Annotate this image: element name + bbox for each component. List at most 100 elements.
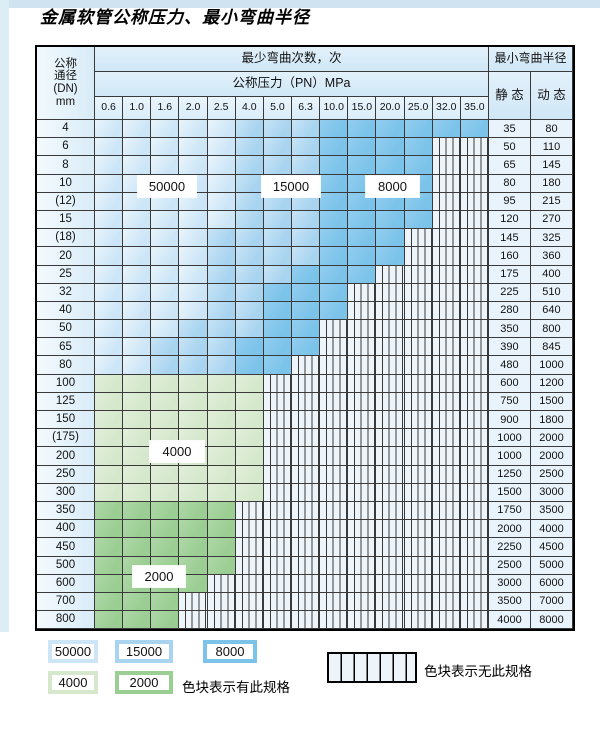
no-spec-cell [460,501,489,521]
pressure-tick: 2.0 [179,97,208,120]
band-cell [179,501,208,521]
band-cell [291,192,321,211]
no-spec-cell [348,338,377,357]
static-radius-cell: 390 [488,338,531,357]
no-spec-cell [404,374,433,393]
band-cell [207,356,236,375]
no-spec-cell [460,265,489,284]
no-spec-cell [320,320,349,339]
no-spec-cell [460,447,489,466]
no-spec-cell [348,465,377,484]
no-spec-cell [235,501,264,521]
band-cell [151,156,180,175]
band-cell [348,229,377,248]
dynamic-radius-cell: 6000 [530,574,573,593]
band-cell [151,411,180,430]
no-spec-cell [348,429,377,448]
no-spec-cell [376,520,405,539]
band-cell [95,429,124,448]
no-spec-cell [432,538,461,557]
band-cell [179,520,208,539]
band-cell [123,301,152,321]
dn-label: 450 [37,538,95,557]
no-spec-cell [291,592,321,612]
band-cell [404,138,433,157]
no-spec-cell [432,229,461,248]
corner-header-dn: 公称 通径 (DN) mm [37,47,95,120]
band-cell [95,174,124,193]
band-cell [348,138,377,157]
band-cell [123,247,152,266]
static-radius-cell: 750 [488,392,531,411]
no-spec-cell [460,611,489,630]
no-spec-cell [432,338,461,357]
band-count-label-8000: 8000 [366,176,419,197]
no-spec-cell [207,611,236,630]
no-spec-cell [460,320,489,339]
no-spec-cell [432,192,461,211]
legend-hatch-swatch [327,652,417,683]
no-spec-cell [348,556,377,575]
band-cell [291,338,321,357]
static-radius-cell: 160 [488,247,531,266]
band-cell [207,556,236,575]
band-cell [376,229,405,248]
band-cell [123,483,152,502]
static-radius-cell: 3000 [488,574,531,593]
no-spec-cell [348,356,377,375]
no-spec-cell [376,374,405,393]
no-spec-cell [460,574,489,593]
dn-label: 32 [37,283,95,302]
band-cell [95,611,124,630]
no-spec-cell [179,611,208,630]
band-cell [207,374,236,393]
dynamic-radius-cell: 640 [530,301,573,321]
no-spec-cell [404,429,433,448]
band-count-label-50000: 50000 [138,176,196,197]
dynamic-radius-cell: 4500 [530,538,573,557]
no-spec-cell [348,411,377,430]
dn-label: 10 [37,174,95,193]
band-cell [179,283,208,302]
band-cell [320,120,349,139]
band-cell [95,538,124,557]
pressure-tick: 15.0 [348,97,377,120]
band-cell [123,501,152,521]
dynamic-radius-cell: 145 [530,156,573,175]
band-cell [207,247,236,266]
band-cell [151,229,180,248]
no-spec-cell [320,447,349,466]
no-spec-cell [376,574,405,593]
no-spec-cell [376,501,405,521]
band-cell [123,611,152,630]
no-spec-cell [291,447,321,466]
dynamic-radius-cell: 80 [530,120,573,139]
band-cell [348,156,377,175]
legend-swatch-4000: 4000 [48,671,98,694]
dn-label: 700 [37,592,95,612]
band-cell [291,283,321,302]
band-cell [95,229,124,248]
band-cell [404,156,433,175]
dynamic-radius-cell: 325 [530,229,573,248]
static-radius-cell: 1500 [488,483,531,502]
band-cell [207,429,236,448]
no-spec-cell [320,374,349,393]
band-cell [95,520,124,539]
band-cell [95,210,124,230]
pressure-tick: 1.6 [151,97,180,120]
dn-label: 8 [37,156,95,175]
no-spec-cell [404,320,433,339]
band-cell [291,265,321,284]
dynamic-radius-cell: 7000 [530,592,573,612]
band-cell [263,247,292,266]
no-spec-cell [320,392,349,411]
no-spec-cell [432,374,461,393]
band-cell [207,483,236,502]
band-cell [404,210,433,230]
no-spec-cell [320,538,349,557]
no-spec-cell [263,411,292,430]
no-spec-cell [460,174,489,193]
legend-swatch-2000: 2000 [115,671,173,694]
dynamic-radius-cell: 1200 [530,374,573,393]
